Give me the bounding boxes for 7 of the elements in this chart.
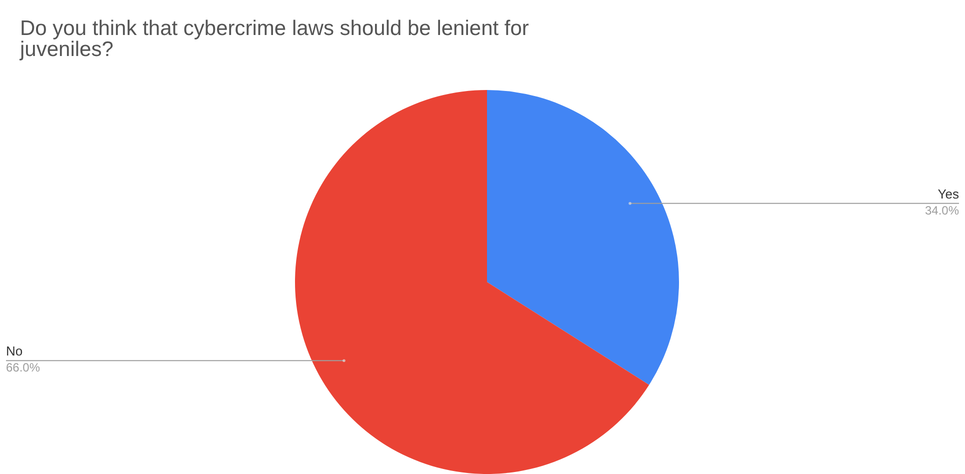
data-label: 34.0% — [924, 203, 960, 218]
pie-slice — [295, 90, 650, 474]
pie-slice — [487, 90, 679, 385]
data-label: 66.0% — [6, 360, 40, 375]
chart-title: Do you think that cybercrime laws should be lenient for juveniles? — [19, 17, 529, 61]
slice-label: Yes — [938, 186, 960, 202]
slice-label: No — [6, 344, 23, 359]
